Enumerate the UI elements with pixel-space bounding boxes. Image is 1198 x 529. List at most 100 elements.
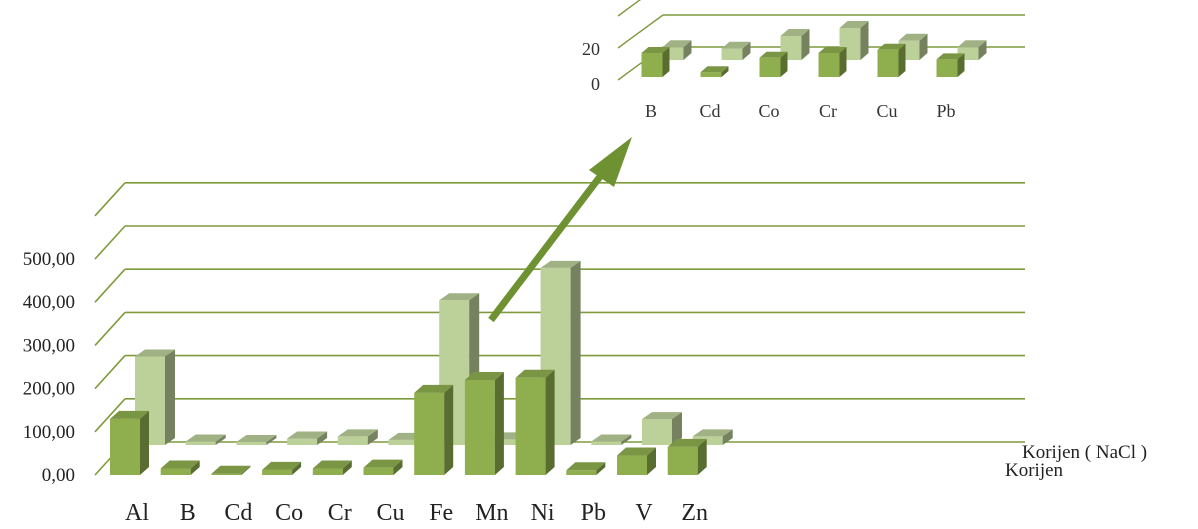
inset-bar-korijen-nacl-co-top — [780, 29, 810, 36]
bar-korijen-nacl-cr-front — [337, 436, 368, 445]
bar-korijen-nacl-co-front — [287, 438, 318, 445]
bar-korijen-nacl-cr — [337, 429, 378, 445]
inset-bar-korijen-pb — [936, 53, 965, 77]
arrow-head — [589, 137, 632, 187]
bar-korijen-pb — [566, 462, 606, 475]
bar-korijen-cu-front — [363, 467, 394, 475]
bar-korijen-nacl-cd — [236, 434, 277, 445]
inset-bar-korijen-nacl-b-top — [662, 40, 692, 48]
bar-korijen-nacl-cr-side — [367, 429, 378, 445]
bar-korijen-nacl-b-front — [185, 441, 216, 445]
inset-bar-korijen-co — [759, 51, 788, 77]
arrow-shaft — [488, 167, 608, 323]
gridline-diagonal — [94, 398, 126, 433]
inset-bar-korijen-pb-top — [936, 53, 965, 60]
inset-bar-korijen-cd-side — [721, 66, 729, 77]
inset-bar-korijen-nacl-cd-side — [742, 41, 751, 60]
bar-korijen-fe-top — [414, 384, 454, 393]
category-label-co: Co — [275, 500, 303, 526]
bar-korijen-cr-top — [312, 460, 352, 469]
inset-bar-korijen-nacl-cr-top — [839, 21, 869, 28]
bar-korijen-v-side — [647, 447, 656, 475]
inset-bar-korijen-co-front — [759, 57, 781, 77]
bar-korijen-nacl-co-top — [287, 431, 328, 439]
inset-y-axis-ticks: 0 20 — [582, 39, 600, 94]
category-label-cd: Cd — [224, 500, 252, 526]
category-label-al: Al — [125, 500, 149, 526]
bar-korijen-fe — [414, 384, 454, 475]
bar-korijen-fe-side — [444, 384, 454, 475]
bar-korijen-nacl-b — [185, 434, 226, 445]
inset-bar-korijen-nacl-cu-side — [919, 33, 928, 60]
bar-korijen-nacl-b-side — [215, 434, 226, 445]
bar-korijen-v-front — [617, 455, 647, 475]
bar-korijen-co-top — [262, 461, 302, 470]
bar-korijen-nacl-mn-front — [489, 439, 520, 445]
bar-korijen-co-side — [292, 461, 302, 475]
bar-korijen-pb-top — [566, 462, 606, 471]
bar-korijen-nacl-zn-top — [692, 429, 733, 437]
y-tick-label: 300,00 — [23, 335, 75, 356]
bar-korijen-nacl-cd-top — [236, 434, 277, 442]
bar-korijen-nacl-zn-side — [722, 429, 733, 445]
bar-korijen-al-side — [140, 410, 149, 475]
zoom-arrow-icon — [488, 137, 632, 323]
bar-korijen-co-front — [262, 469, 293, 475]
inset-bar-korijen-nacl-cd-top — [721, 41, 751, 49]
bar-korijen-zn-front — [667, 446, 698, 475]
bar-korijen-zn-side — [697, 438, 707, 475]
bar-korijen-ni — [515, 369, 555, 475]
bar-korijen-nacl-v-top — [642, 412, 682, 420]
inset-bar-korijen-nacl-pb-side — [978, 40, 987, 60]
y-tick-label: 0,00 — [42, 465, 75, 486]
category-label-cr: Cr — [328, 500, 352, 526]
bar-korijen-b-front — [160, 468, 191, 475]
inset-bar-korijen-pb-side — [957, 53, 965, 77]
series-label-korijen-nacl: Korijen ( NaCl ) — [1022, 442, 1147, 463]
inset-bar-korijen-cu-front — [877, 49, 899, 77]
bar-korijen-al — [110, 410, 149, 475]
inset-category-label-cd: Cd — [699, 101, 720, 121]
bar-korijen-nacl-b-top — [185, 434, 226, 442]
inset-bar-korijen-cr-top — [818, 47, 847, 53]
inset-bar-korijen-cd-front — [700, 72, 722, 77]
inset-bar-korijen-cd — [700, 66, 729, 77]
inset-bar-korijen-nacl-cr-side — [860, 21, 869, 60]
bar-korijen-mn-side — [494, 371, 504, 475]
inset-bar-korijen-co-top — [759, 51, 788, 58]
inset-bar-korijen-cr-front — [818, 53, 840, 77]
bar-korijen-nacl-zn-front — [692, 436, 723, 445]
bar-korijen-nacl-cd-side — [266, 434, 277, 445]
bar-korijen-b-side — [190, 460, 200, 475]
main-category-labels: Al B Cd Co Cr Cu Fe Mn Ni Pb V Zn — [125, 500, 708, 526]
bar-korijen-nacl-pb-top — [591, 434, 632, 442]
inset-bar-korijen-pb-front — [936, 59, 958, 77]
inset-y-tick-label: 20 — [582, 39, 600, 59]
bar-korijen-cd-top — [211, 465, 251, 474]
inset-category-label-cu: Cu — [876, 101, 897, 121]
inset-bar-korijen-co-side — [780, 51, 788, 77]
category-label-mn: Mn — [475, 500, 508, 526]
category-label-zn: Zn — [681, 500, 708, 526]
inset-category-label-co: Co — [758, 101, 779, 121]
bar-korijen-cd — [211, 465, 251, 475]
bar-korijen-cu-top — [363, 459, 403, 468]
bar-korijen-cu — [363, 459, 403, 475]
gridline-diagonal — [94, 182, 126, 217]
bar-korijen-nacl-fe — [439, 293, 480, 445]
bar-korijen-cu-side — [393, 459, 403, 475]
bar-korijen-nacl-fe-top — [439, 293, 480, 301]
inset-series-korijen-bars — [641, 43, 965, 77]
inset-category-label-pb: Pb — [936, 101, 955, 121]
category-label-cu: Cu — [376, 500, 404, 526]
y-tick-label: 500,00 — [23, 249, 75, 270]
bar-korijen-ni-top — [515, 369, 555, 378]
inset-bar-korijen-nacl-cd — [721, 41, 751, 60]
category-label-b: B — [180, 500, 196, 526]
bar-korijen-nacl-ni-side — [570, 260, 581, 445]
bar-korijen-nacl-v-side — [672, 412, 682, 445]
main-y-axis-ticks: 0,00 100,00 200,00 300,00 400,00 500,00 — [23, 249, 75, 486]
bar-korijen-fe-front — [414, 392, 445, 475]
bar-korijen-nacl-co-side — [317, 431, 328, 445]
inset-category-label-b: B — [645, 101, 657, 121]
